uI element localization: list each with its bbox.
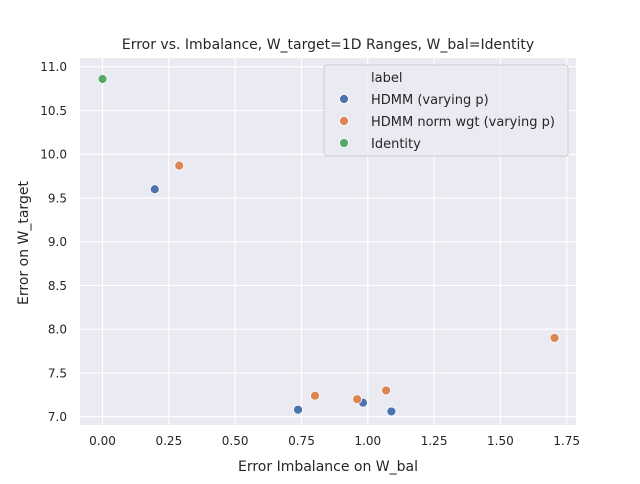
data-point-series-1 <box>352 394 363 405</box>
x-tick-label: 1.50 <box>487 434 514 448</box>
data-point-series-2 <box>97 74 108 84</box>
legend-box <box>323 64 569 157</box>
data-point-series-1 <box>174 160 185 171</box>
data-points <box>97 74 560 417</box>
y-tick-label: 7.0 <box>48 410 67 424</box>
x-tick-label: 1.25 <box>421 434 448 448</box>
y-tick-label: 11.0 <box>40 60 67 74</box>
y-tick-label: 9.5 <box>48 191 67 205</box>
x-tick-labels: 0.00 0.25 0.50 0.75 1.00 1.25 1.50 1.75 <box>89 434 580 448</box>
data-point-series-0 <box>149 184 160 195</box>
x-tick-label: 0.50 <box>222 434 249 448</box>
x-tick-label: 1.75 <box>553 434 580 448</box>
x-tick-label: 0.25 <box>155 434 182 448</box>
y-tick-label: 8.5 <box>48 279 67 293</box>
x-tick-label: 0.00 <box>89 434 116 448</box>
x-axis-label: Error Imbalance on W_bal <box>238 459 418 475</box>
legend-marker-hdmm-norm-wgt <box>339 116 349 126</box>
legend: label HDMM (varying p) HDMM norm wgt (va… <box>323 64 569 157</box>
data-point-series-1 <box>310 390 320 401</box>
legend-marker-hdmm <box>339 94 349 104</box>
x-tick-label: 0.75 <box>288 434 315 448</box>
data-point-series-1 <box>549 333 560 343</box>
data-point-series-1 <box>381 385 391 396</box>
legend-label-identity: Identity <box>371 137 421 152</box>
legend-title: label <box>371 71 402 86</box>
y-tick-label: 9.0 <box>48 235 67 249</box>
y-tick-label: 8.0 <box>48 323 67 337</box>
x-tick-label: 1.00 <box>354 434 381 448</box>
y-axis-label: Error on W_target <box>16 181 32 305</box>
y-tick-label: 10.5 <box>40 104 67 118</box>
legend-label-hdmm: HDMM (varying p) <box>371 93 489 108</box>
y-tick-label: 7.5 <box>48 366 67 380</box>
y-tick-labels: 7.0 7.5 8.0 8.5 9.0 9.5 10.0 10.5 11.0 <box>40 60 67 424</box>
legend-marker-identity <box>339 138 349 148</box>
y-tick-label: 10.0 <box>40 148 67 162</box>
data-point-series-0 <box>386 406 397 417</box>
chart-title: Error vs. Imbalance, W_target=1D Ranges,… <box>122 37 534 53</box>
legend-label-hdmm-norm-wgt: HDMM norm wgt (varying p) <box>371 115 555 130</box>
data-point-series-0 <box>293 404 303 415</box>
